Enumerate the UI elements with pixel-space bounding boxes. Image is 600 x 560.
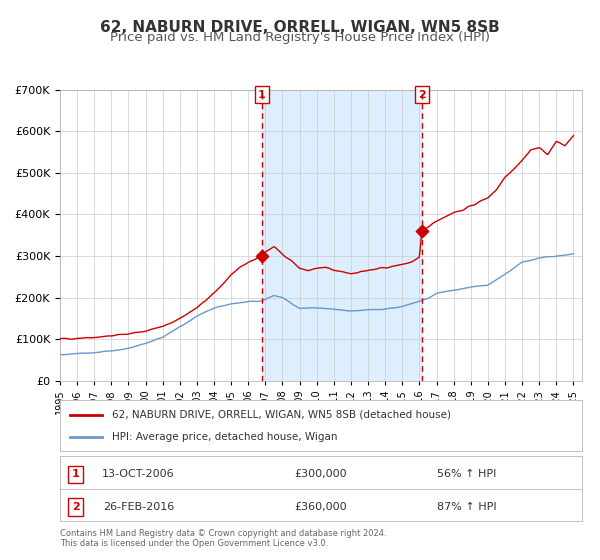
Text: £360,000: £360,000	[295, 502, 347, 512]
Text: Contains HM Land Registry data © Crown copyright and database right 2024.: Contains HM Land Registry data © Crown c…	[60, 529, 386, 538]
Text: Price paid vs. HM Land Registry's House Price Index (HPI): Price paid vs. HM Land Registry's House …	[110, 31, 490, 44]
Text: 26-FEB-2016: 26-FEB-2016	[103, 502, 174, 512]
Point	[417, 227, 427, 236]
Text: This data is licensed under the Open Government Licence v3.0.: This data is licensed under the Open Gov…	[60, 539, 328, 548]
Text: HPI: Average price, detached house, Wigan: HPI: Average price, detached house, Wiga…	[112, 432, 338, 442]
Text: 62, NABURN DRIVE, ORRELL, WIGAN, WN5 8SB: 62, NABURN DRIVE, ORRELL, WIGAN, WN5 8SB	[100, 20, 500, 35]
Bar	[262, 90, 422, 381]
Text: 87% ↑ HPI: 87% ↑ HPI	[437, 502, 497, 512]
Text: 62, NABURN DRIVE, ORRELL, WIGAN, WN5 8SB (detached house): 62, NABURN DRIVE, ORRELL, WIGAN, WN5 8SB…	[112, 409, 451, 419]
Text: £300,000: £300,000	[295, 469, 347, 479]
Text: 56% ↑ HPI: 56% ↑ HPI	[437, 469, 497, 479]
Text: 2: 2	[72, 502, 80, 512]
Text: 1: 1	[72, 469, 80, 479]
Point	[257, 251, 266, 260]
Text: 1: 1	[258, 90, 266, 100]
Text: 2: 2	[418, 90, 426, 100]
Text: 13-OCT-2006: 13-OCT-2006	[102, 469, 175, 479]
